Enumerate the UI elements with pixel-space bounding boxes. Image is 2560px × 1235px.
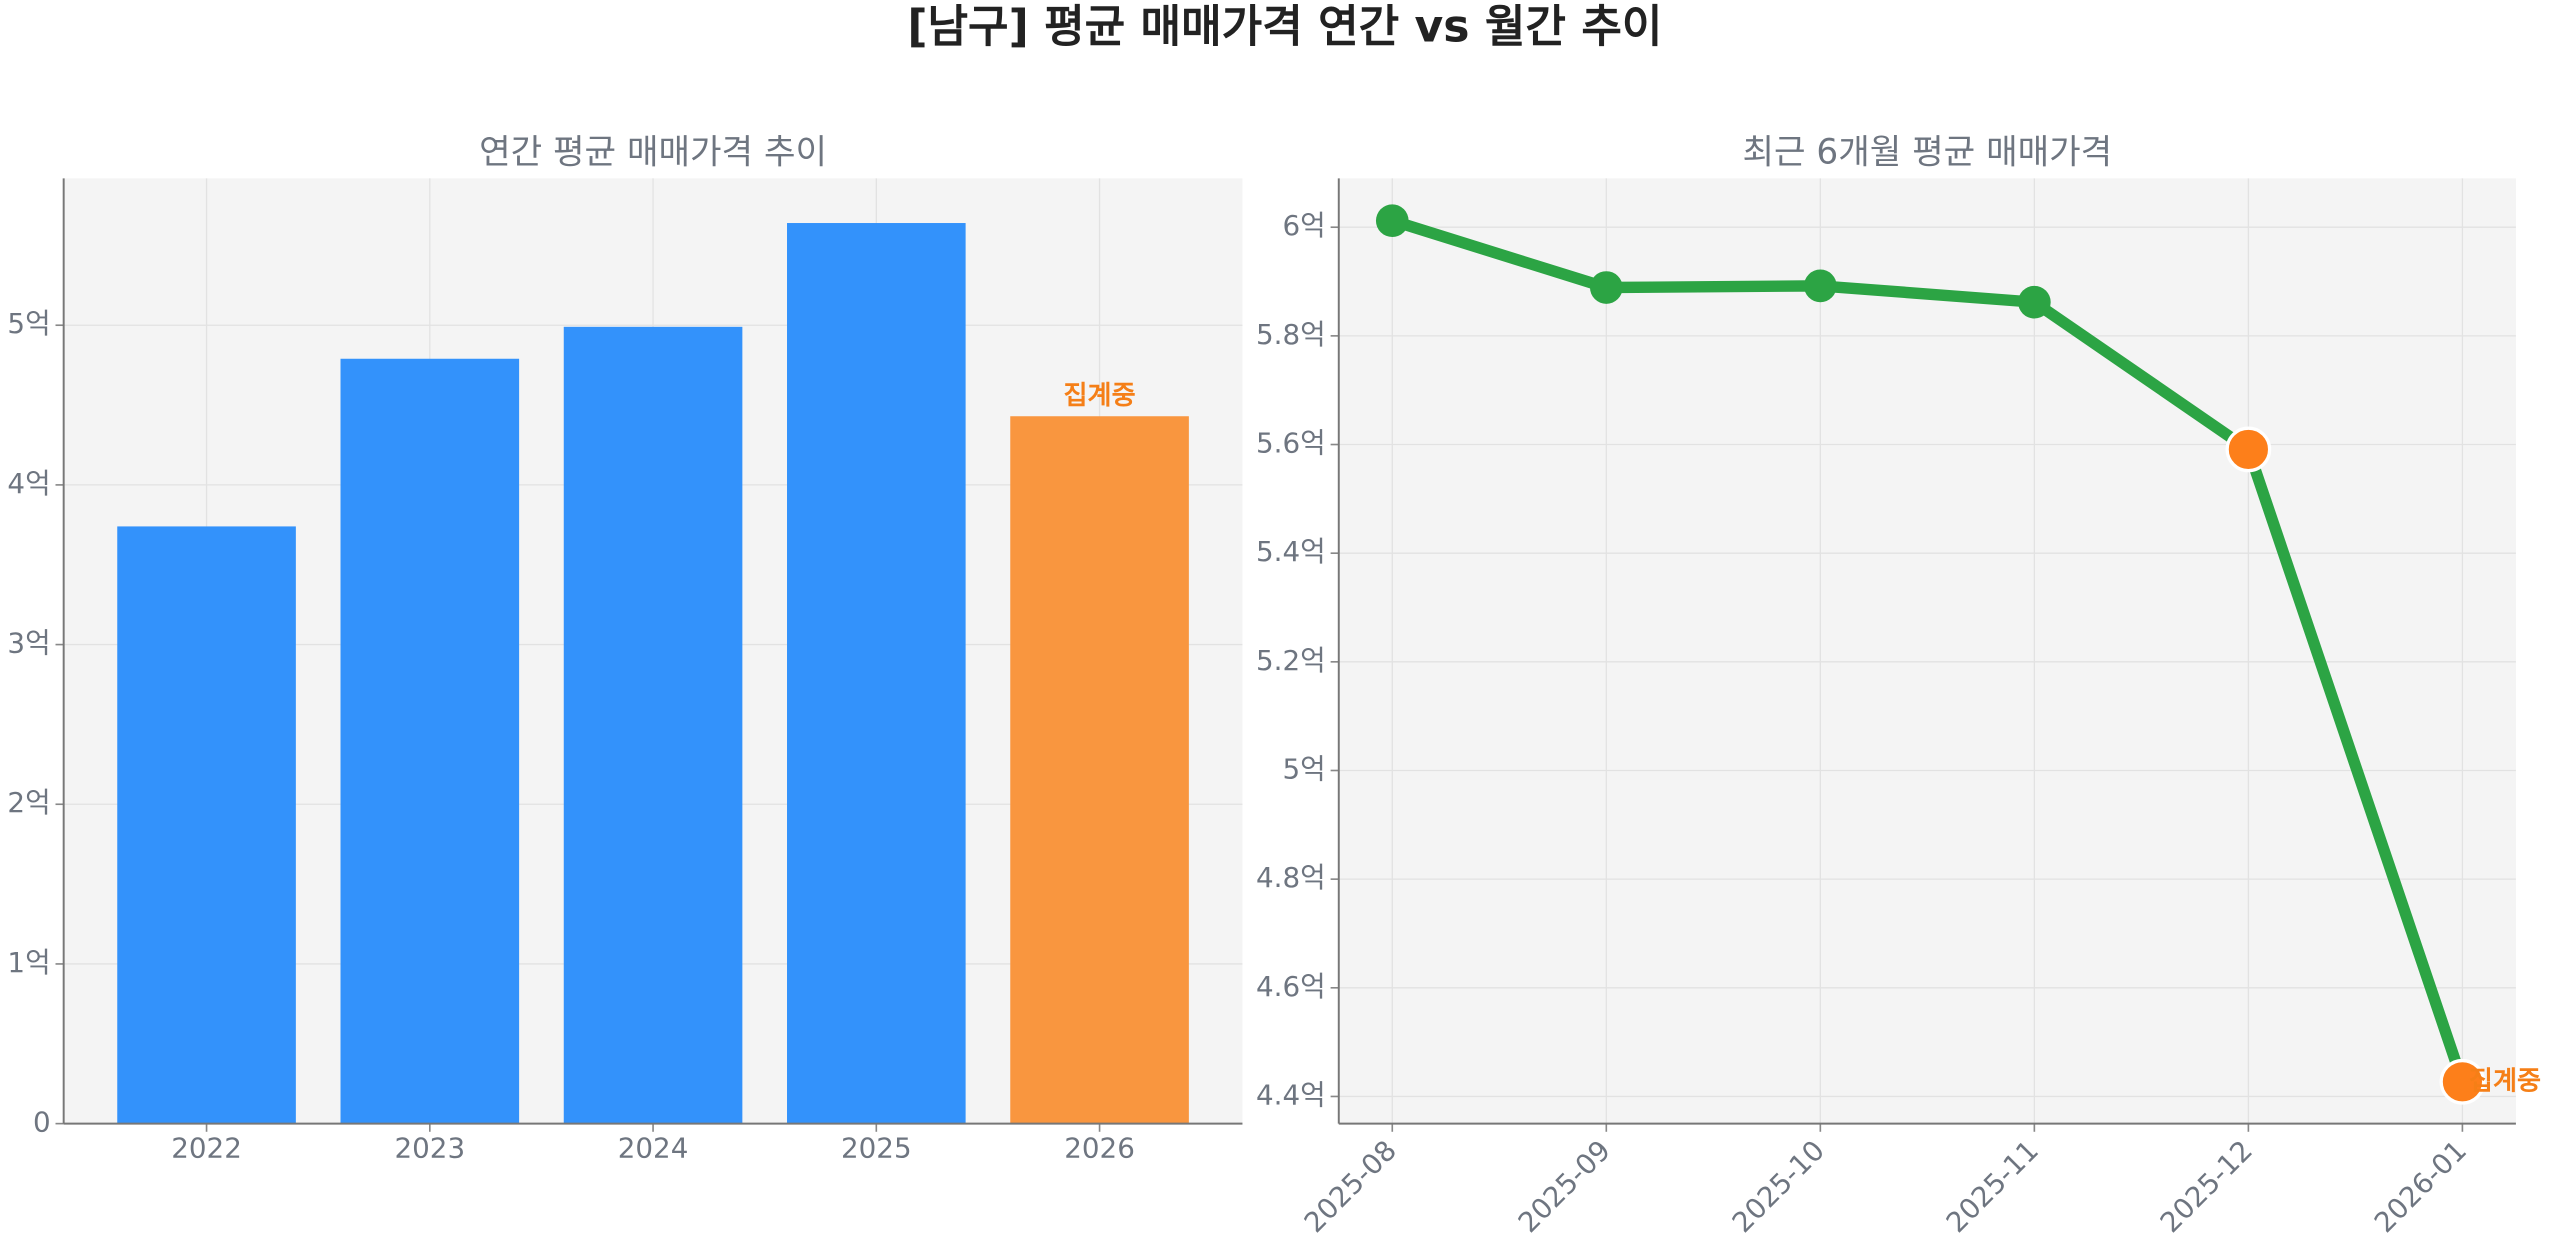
- x-tick-label: 2022: [171, 1132, 242, 1165]
- x-tick-label: 2023: [394, 1132, 465, 1165]
- x-tick-label: 2025-12: [2154, 1134, 2259, 1235]
- x-tick-label: 2025-08: [1298, 1134, 1403, 1235]
- bar: [1010, 416, 1189, 1124]
- bar: [340, 358, 520, 1124]
- y-tick-label: 5억: [1283, 752, 1326, 785]
- y-tick-label: 5.8억: [1256, 318, 1326, 351]
- y-tick-label: 4억: [7, 467, 50, 500]
- y-tick-label: 4.6억: [1256, 970, 1326, 1003]
- annotation: 집계중: [2469, 1066, 2541, 1096]
- annotation: 집계중: [1064, 381, 1136, 411]
- y-tick-label: 6억: [1283, 209, 1326, 242]
- y-tick-label: 5억: [7, 307, 50, 340]
- y-tick-label: 1억: [7, 946, 50, 979]
- y-tick-label: 5.6억: [1256, 427, 1326, 460]
- point: [2439, 1058, 2486, 1105]
- point: [1589, 271, 1623, 304]
- y-tick-label: 2억: [7, 786, 50, 819]
- point: [2225, 426, 2272, 473]
- x-tick-label: 2026: [1064, 1132, 1135, 1165]
- point: [2018, 285, 2051, 319]
- x-tick-label: 2025-10: [1726, 1134, 1831, 1235]
- x-tick-label: 2025-11: [1940, 1134, 2045, 1235]
- y-tick-label: 5.4억: [1256, 535, 1326, 568]
- x-tick-label: 2026-01: [2368, 1134, 2473, 1235]
- y-tick-label: 5.2억: [1256, 644, 1326, 677]
- point: [1804, 269, 1837, 303]
- line: [1390, 215, 2468, 1084]
- x-tick-label: 2025-09: [1512, 1134, 1617, 1235]
- y-tick-label: 3억: [7, 627, 50, 660]
- bar: [787, 223, 966, 1124]
- x-tick-label: 2024: [618, 1132, 689, 1165]
- chart-title: 연간 평균 매매가격 추이: [479, 132, 827, 172]
- y-tick-label: 4.4억: [1256, 1078, 1326, 1111]
- chart-title: 최근 6개월 평균 매매가격: [1742, 132, 2112, 172]
- figure-title: [남구] 평균 매매가격 연간 vs 월간 추이: [907, 2, 1662, 53]
- plot-area: [1338, 178, 2516, 1124]
- bar: [117, 526, 296, 1124]
- y-tick-label: 0: [33, 1106, 51, 1139]
- x-tick-label: 2025: [841, 1132, 912, 1165]
- point: [1375, 204, 1409, 238]
- bar: [563, 326, 743, 1124]
- y-tick-label: 4.8억: [1256, 861, 1326, 894]
